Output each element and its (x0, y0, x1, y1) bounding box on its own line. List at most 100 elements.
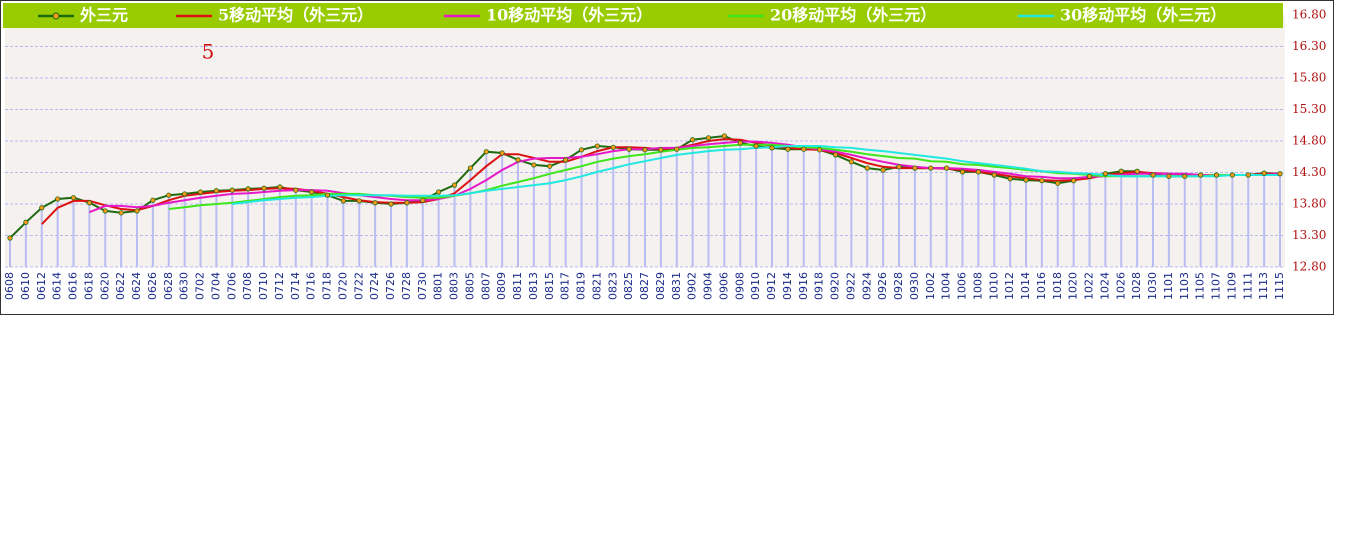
x-tick-label: 0906 (717, 272, 730, 300)
data-point (959, 169, 966, 175)
data-point (642, 147, 648, 153)
data-point (1039, 178, 1045, 184)
data-point (309, 189, 315, 195)
data-point (515, 157, 521, 163)
data-point (404, 200, 410, 206)
x-tick-label: 1010 (987, 272, 1000, 300)
legend-label: 外三元 (79, 6, 128, 25)
x-tick-label: 0628 (162, 272, 175, 300)
x-tick-label: 1101 (1162, 272, 1175, 300)
x-tick-label: 1115 (1273, 272, 1286, 300)
data-point (690, 137, 696, 143)
x-tick-label: 1004 (940, 272, 953, 300)
data-point (848, 159, 854, 165)
legend-marker (52, 12, 60, 20)
x-tick-label: 1008 (971, 272, 984, 300)
data-point (912, 165, 918, 171)
data-point (451, 182, 458, 188)
data-point (1245, 172, 1251, 178)
data-point (737, 140, 743, 146)
x-tick-label: 0809 (495, 272, 508, 300)
data-point (1213, 172, 1220, 178)
x-tick-label: 0612 (35, 272, 48, 300)
x-tick-label: 0813 (527, 272, 540, 300)
x-tick-label: 0626 (146, 272, 159, 300)
y-tick-label: 15.80 (1292, 71, 1326, 85)
x-tick-label: 0904 (702, 272, 715, 300)
x-tick-label: 0920 (829, 272, 842, 300)
x-tick-label: 0730 (416, 272, 429, 300)
legend-label: 5移动平均（外三元） (218, 6, 373, 25)
x-tick-label: 0827 (638, 272, 651, 300)
x-tick-label: 0819 (575, 272, 588, 300)
data-point (594, 143, 600, 149)
data-point (86, 200, 92, 206)
x-tick-label: 0910 (749, 272, 762, 300)
data-point (944, 165, 950, 171)
data-point (769, 145, 775, 151)
x-tick-label: 0618 (82, 272, 95, 300)
x-tick-label: 0622 (114, 272, 127, 300)
data-point (928, 165, 934, 171)
data-point (864, 165, 870, 171)
data-point (182, 191, 188, 197)
data-point (785, 146, 791, 152)
data-point (547, 163, 553, 169)
data-point (356, 198, 362, 204)
data-point (118, 210, 124, 216)
data-point (658, 147, 664, 153)
x-tick-label: 0726 (384, 272, 397, 300)
x-tick-label: 0908 (733, 272, 746, 300)
x-tick-label: 1020 (1067, 272, 1080, 300)
x-tick-label: 0817 (559, 272, 572, 300)
data-point (832, 152, 839, 158)
x-tick-label: 0620 (98, 272, 111, 300)
data-point (705, 135, 712, 141)
x-tick-label: 0704 (209, 272, 222, 300)
x-tick-label: 0630 (178, 272, 191, 300)
data-point (753, 143, 759, 149)
x-tick-label: 0811 (511, 272, 524, 300)
x-tick-label: 0807 (479, 272, 492, 300)
x-tick-label: 0902 (686, 272, 699, 300)
x-tick-label: 0801 (432, 272, 445, 300)
x-tick-label: 1103 (1178, 272, 1191, 300)
data-point (1023, 177, 1029, 183)
data-point (721, 133, 727, 139)
data-point (483, 149, 489, 155)
data-point (55, 196, 61, 202)
x-tick-label: 0722 (352, 272, 365, 300)
data-point (388, 201, 394, 207)
x-tick-label: 0712 (273, 272, 286, 300)
data-point (213, 188, 219, 194)
data-point (1071, 178, 1077, 184)
data-point (197, 189, 204, 195)
legend-band (3, 3, 1283, 28)
data-point (7, 235, 13, 241)
data-point (1229, 172, 1235, 178)
x-tick-label: 0608 (3, 272, 16, 300)
data-point (1118, 168, 1124, 174)
x-tick-label: 0922 (844, 272, 857, 300)
x-tick-label: 1105 (1194, 272, 1207, 300)
x-tick-label: 0716 (305, 272, 318, 300)
x-tick-label: 1002 (924, 272, 937, 300)
data-point (1086, 173, 1093, 179)
x-tick-label: 0821 (590, 272, 603, 300)
data-point (1150, 172, 1156, 178)
data-point (1007, 176, 1013, 182)
x-tick-label: 0702 (194, 272, 207, 300)
x-tick-label: 1107 (1210, 272, 1223, 300)
x-tick-label: 1026 (1114, 272, 1127, 300)
x-tick-label: 0916 (797, 272, 810, 300)
x-tick-label: 1014 (1019, 272, 1032, 300)
y-tick-label: 15.30 (1292, 102, 1326, 116)
annotation: 5 (202, 40, 215, 64)
data-point (896, 164, 902, 170)
y-tick-label: 13.30 (1292, 228, 1326, 242)
data-point (817, 147, 823, 153)
data-point (340, 198, 346, 204)
data-point (1055, 180, 1061, 186)
y-tick-label: 14.30 (1292, 165, 1326, 179)
